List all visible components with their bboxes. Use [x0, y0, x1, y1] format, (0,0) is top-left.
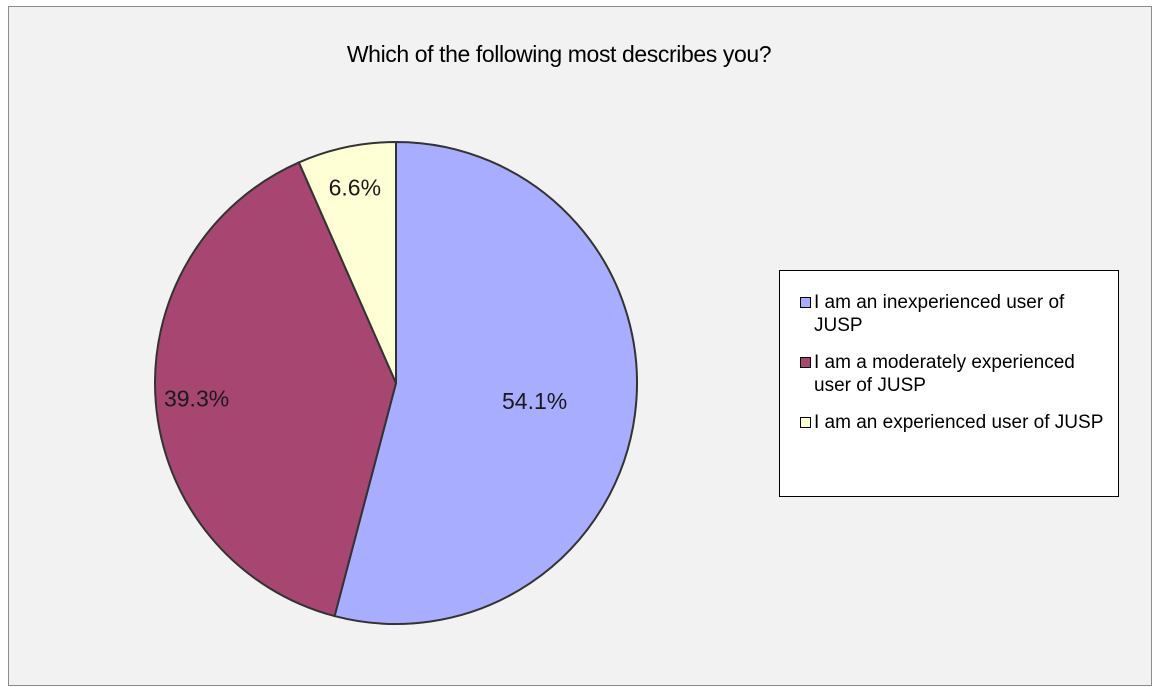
chart-area: Which of the following most describes yo…: [8, 6, 1152, 686]
chart-legend: I am an inexperienced user of JUSP I am …: [779, 270, 1119, 497]
legend-swatch: [800, 357, 811, 368]
slice-label-experienced: 6.6%: [329, 174, 381, 200]
legend-label: I am an inexperienced user of JUSP: [814, 292, 1065, 336]
pie-slice-inexperienced: [333, 140, 638, 625]
legend-swatch: [800, 417, 811, 428]
legend-label: I am an experienced user of JUSP: [814, 412, 1104, 433]
legend-item-moderately-experienced: I am a moderately experienced user of JU…: [800, 351, 1108, 397]
legend-label: I am a moderately experienced user of JU…: [814, 352, 1075, 396]
chart-title: Which of the following most describes yo…: [346, 41, 772, 67]
pie-chart: 54.1% 39.3% 6.6%: [154, 140, 638, 625]
pie-slice-experienced: [297, 140, 397, 384]
pie-slice-moderately-experienced: [154, 161, 398, 618]
slice-label-moderately-experienced: 39.3%: [164, 386, 229, 412]
slice-label-inexperienced: 54.1%: [502, 388, 567, 414]
legend-item-experienced: I am an experienced user of JUSP: [800, 411, 1108, 434]
legend-swatch: [800, 297, 811, 308]
legend-item-inexperienced: I am an inexperienced user of JUSP: [800, 291, 1108, 337]
